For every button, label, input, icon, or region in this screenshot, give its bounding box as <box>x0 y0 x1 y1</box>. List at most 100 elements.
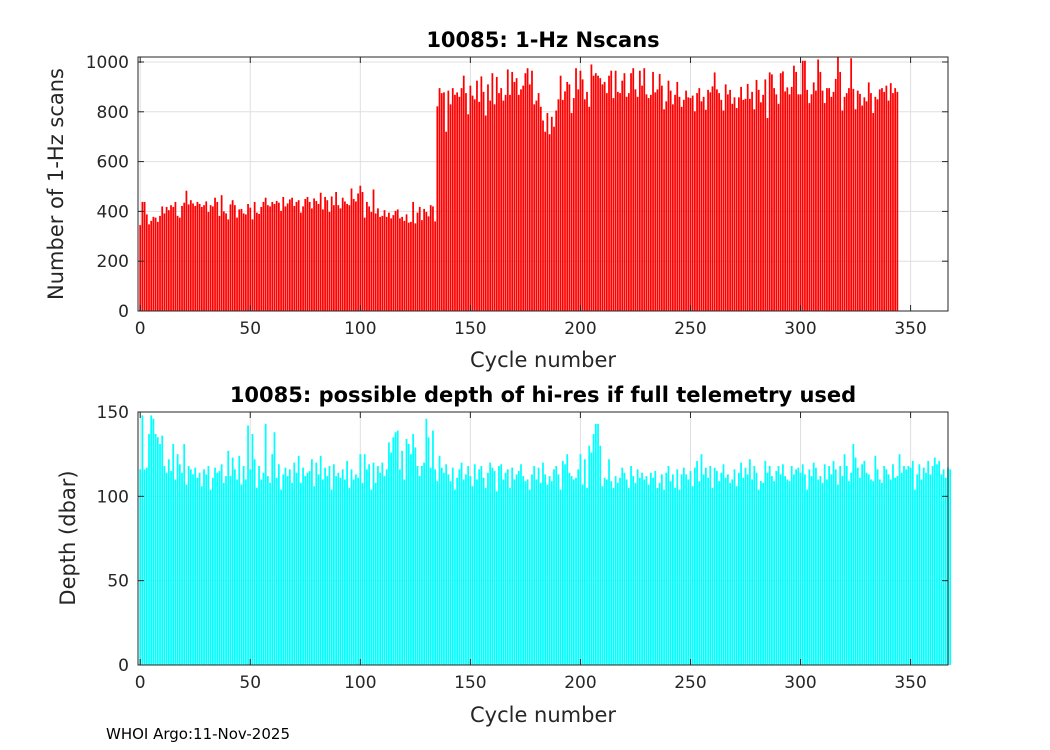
top-bar <box>749 98 751 311</box>
top-bar <box>280 210 282 311</box>
bottom-bar <box>876 469 879 665</box>
top-bar <box>396 209 399 311</box>
top-bar <box>438 88 441 311</box>
top-bar <box>698 88 701 311</box>
bottom-bar <box>528 489 531 665</box>
bottom-bar <box>311 459 313 665</box>
top-bar <box>381 215 384 311</box>
top-bar <box>548 134 551 311</box>
top-bar <box>870 93 872 311</box>
axes-top-ticks: 0 50 100 150 200 250 300 350 0 200 400 600 800 1000 <box>86 53 948 339</box>
top-bar <box>482 91 485 311</box>
bottom-bar <box>812 462 815 665</box>
top-bar <box>801 60 804 311</box>
bottom-bar <box>451 467 454 665</box>
x-axis-label-bottom: Cycle number <box>470 703 616 727</box>
bottom-bar <box>649 472 652 665</box>
top-bar <box>823 103 826 311</box>
bottom-bar <box>771 476 773 665</box>
top-bar <box>663 109 665 311</box>
top-bar <box>883 91 886 311</box>
top-bar <box>572 98 575 311</box>
top-bar <box>784 91 786 311</box>
top-bar <box>262 201 265 311</box>
top-bar <box>163 213 166 311</box>
top-bar <box>249 207 252 311</box>
top-y-tick-label: 0 <box>118 302 129 322</box>
top-bar <box>630 73 632 311</box>
bottom-bar <box>346 460 348 665</box>
top-bar <box>322 209 324 311</box>
top-bar <box>383 210 386 311</box>
bottom-bar <box>143 469 146 665</box>
bottom-x-tick-label: 50 <box>239 673 261 693</box>
bottom-bar <box>784 476 786 665</box>
bottom-bar <box>337 472 340 665</box>
bottom-bar <box>493 471 496 665</box>
bottom-bar <box>211 477 214 665</box>
footer-credit: WHOI Argo:11-Nov-2025 <box>106 725 290 743</box>
top-bar <box>425 211 428 311</box>
top-bar <box>297 200 300 311</box>
top-bar <box>874 96 877 311</box>
top-bar <box>317 203 320 311</box>
top-bar <box>328 211 331 311</box>
bottom-bar <box>918 464 921 665</box>
top-bar <box>244 214 247 311</box>
top-bar <box>229 204 232 311</box>
bottom-x-tick-label: 200 <box>564 673 596 693</box>
top-bar <box>614 70 617 311</box>
top-bar <box>627 93 630 311</box>
bottom-bar <box>454 489 456 665</box>
bottom-bar <box>698 481 701 665</box>
bottom-bar <box>141 415 144 665</box>
bottom-bar <box>870 479 872 665</box>
bottom-bar <box>610 481 613 665</box>
top-bar <box>889 83 892 312</box>
bottom-bar <box>506 469 509 665</box>
bottom-bar <box>854 457 857 665</box>
bottom-bar <box>597 423 599 665</box>
bottom-bar <box>821 482 824 665</box>
bottom-bar <box>262 472 265 665</box>
bottom-bar <box>630 465 632 665</box>
top-bar <box>293 205 296 311</box>
bottom-bar <box>786 479 789 665</box>
top-bar <box>680 106 683 311</box>
bottom-bar <box>198 472 201 665</box>
bottom-bar <box>828 465 831 665</box>
bottom-bar <box>718 481 720 665</box>
bottom-bar <box>592 433 595 665</box>
bottom-bar <box>925 472 927 665</box>
bottom-bar <box>894 477 897 665</box>
top-bar <box>183 202 186 311</box>
bottom-bar <box>848 481 850 665</box>
top-bar <box>141 201 144 311</box>
bottom-bar <box>469 476 472 665</box>
bottom-bar <box>898 454 901 665</box>
bottom-bar <box>727 474 729 665</box>
top-bar <box>181 205 183 311</box>
top-bar <box>284 206 287 311</box>
top-bar <box>848 88 850 311</box>
top-bar <box>896 91 899 311</box>
bottom-bar <box>513 479 516 665</box>
bottom-bar <box>399 469 401 665</box>
bottom-bar <box>788 481 791 665</box>
top-bar <box>575 68 577 312</box>
top-bar <box>436 106 439 311</box>
top-bar <box>603 81 606 312</box>
bottom-bar <box>502 479 505 665</box>
top-bar <box>269 206 271 311</box>
bottom-bar <box>674 487 676 665</box>
top-bar <box>506 69 509 311</box>
bottom-bar <box>407 444 410 665</box>
top-bar <box>522 85 525 311</box>
top-bar <box>542 120 544 311</box>
top-bar <box>266 205 269 311</box>
bottom-bar <box>467 465 470 665</box>
top-bar <box>174 201 177 311</box>
top-bar <box>599 78 602 311</box>
top-bar <box>711 86 714 311</box>
top-bar <box>478 101 481 311</box>
